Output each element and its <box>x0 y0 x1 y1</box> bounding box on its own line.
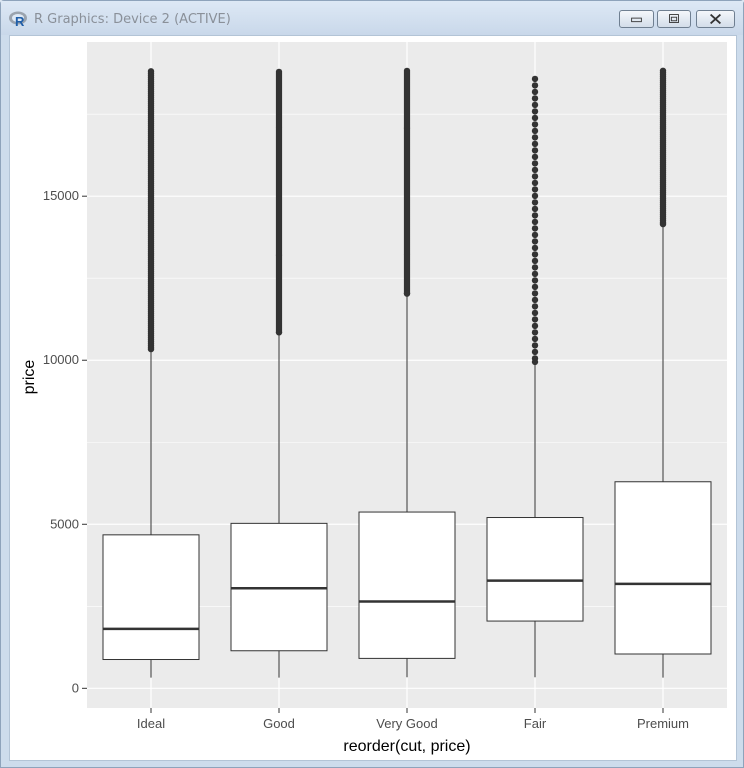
x-tick-label: Good <box>263 716 295 731</box>
outlier-point <box>531 251 539 258</box>
minimize-icon <box>631 17 642 23</box>
outlier-point <box>531 296 539 304</box>
outlier-point <box>531 199 539 206</box>
outlier-point <box>147 345 155 353</box>
outlier-point <box>531 121 539 128</box>
box-good <box>230 68 328 678</box>
outlier-point <box>659 220 667 228</box>
outlier-point <box>531 101 539 109</box>
outlier-point <box>531 244 539 252</box>
box-iqr <box>358 511 456 659</box>
outlier-point <box>531 114 539 122</box>
outlier-point <box>531 231 539 239</box>
box-iqr <box>102 534 200 661</box>
outlier-point <box>531 82 539 89</box>
maximize-button[interactable] <box>657 10 691 28</box>
outlier-point <box>531 166 539 174</box>
x-axis-title: reorder(cut, price) <box>343 738 470 755</box>
outlier-point <box>531 140 539 148</box>
outlier-point <box>531 186 539 193</box>
close-button[interactable] <box>696 10 735 28</box>
outlier-point <box>531 108 539 115</box>
outlier-point <box>531 218 539 226</box>
box-premium <box>614 67 712 678</box>
outlier-point <box>531 309 539 317</box>
outlier-point <box>531 270 539 278</box>
plot-area: price reorder(cut, price) 0 5000 10000 1500… <box>9 35 737 761</box>
outlier-point <box>531 173 539 180</box>
outlier-point <box>531 225 539 232</box>
outlier-point <box>531 329 539 336</box>
outlier-point <box>531 303 539 310</box>
box-iqr <box>614 481 712 655</box>
x-tick-label: Fair <box>524 716 547 731</box>
minimize-button[interactable] <box>619 10 654 28</box>
x-tick-label: Premium <box>637 716 689 731</box>
outlier-point <box>531 322 539 330</box>
x-tick-label: Very Good <box>376 716 437 731</box>
boxplot-chart: price reorder(cut, price) 0 5000 10000 1500… <box>21 42 727 755</box>
y-tick-label: 10000 <box>43 352 79 367</box>
outlier-point <box>531 205 539 213</box>
box-very-good <box>358 67 456 678</box>
outlier-point <box>531 264 539 271</box>
outlier-point <box>531 358 539 366</box>
outlier-point <box>531 95 539 102</box>
outlier-point <box>531 277 539 284</box>
outlier-point <box>531 335 539 343</box>
outlier-point <box>531 179 539 187</box>
y-tick-label: 0 <box>72 680 79 695</box>
outlier-point <box>531 283 539 291</box>
box-fair <box>486 75 584 678</box>
title-bar[interactable]: R R Graphics: Device 2 (ACTIVE) <box>1 1 743 35</box>
close-icon <box>710 13 721 25</box>
outlier-point <box>531 290 539 297</box>
outlier-point <box>531 192 539 200</box>
outlier-point <box>531 212 539 219</box>
outlier-point <box>531 342 539 349</box>
outlier-point <box>531 160 539 167</box>
outlier-point <box>531 257 539 265</box>
outlier-point <box>531 147 539 154</box>
y-tick-label: 5000 <box>50 516 79 531</box>
outlier-point <box>531 88 539 96</box>
svg-text:R: R <box>15 14 25 28</box>
window-title: R Graphics: Device 2 (ACTIVE) <box>34 12 231 27</box>
r-logo-icon: R <box>9 11 27 28</box>
outlier-point <box>531 316 539 323</box>
outlier-point <box>531 134 539 141</box>
box-ideal <box>102 68 200 678</box>
box-iqr <box>486 517 584 622</box>
y-tick-label: 15000 <box>43 188 79 203</box>
outlier-point <box>531 127 539 135</box>
x-tick-label: Ideal <box>137 716 165 731</box>
outlier-point <box>531 153 539 161</box>
outlier-point <box>275 329 283 336</box>
outlier-point <box>531 238 539 245</box>
outlier-point <box>403 290 411 297</box>
maximize-icon <box>669 14 679 23</box>
outlier-point <box>531 348 539 356</box>
outlier-point <box>531 75 539 83</box>
y-axis-title: price <box>21 360 38 395</box>
